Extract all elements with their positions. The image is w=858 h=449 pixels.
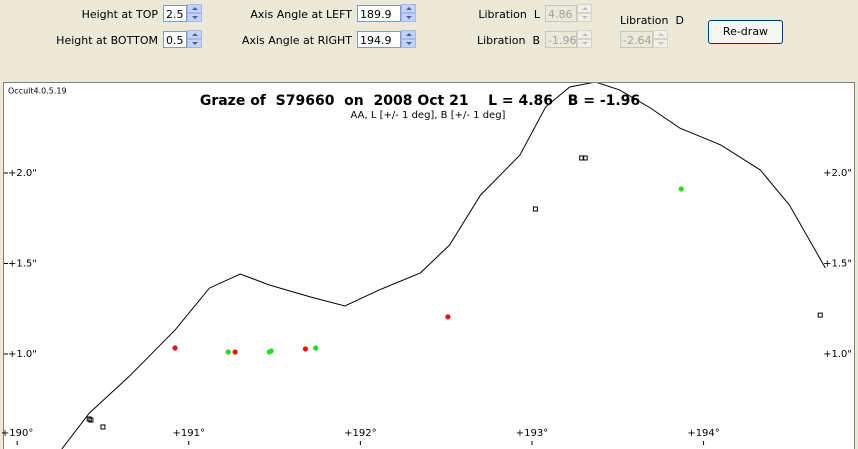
plot-subtitle: AA, L [+/- 1 deg], B [+/- 1 deg] xyxy=(351,110,506,121)
event-point xyxy=(302,346,309,352)
plot-title: Graze of S79660 on 2008 Oct 21 L = 4.86 … xyxy=(200,93,640,109)
event-point xyxy=(232,349,238,355)
y-tick-label: +2.0" xyxy=(8,168,37,179)
event-point xyxy=(88,417,94,423)
spinner xyxy=(577,30,592,49)
event-point xyxy=(582,155,588,161)
event-point xyxy=(172,345,178,351)
input[interactable]: 194.9 xyxy=(357,31,401,48)
plot: Occult4.0.5.19 Graze of S79660 on 2008 O… xyxy=(1,82,855,449)
input[interactable]: 189.9 xyxy=(357,5,401,22)
y-tick-label: +1.5" xyxy=(823,259,852,270)
label: Axis Angle at LEFT xyxy=(250,8,352,21)
event-point xyxy=(225,349,231,355)
y-tick-label: +1.0" xyxy=(823,349,852,360)
y-tick-label: +1.0" xyxy=(8,349,37,360)
x-tick-label: +192° xyxy=(344,428,376,439)
input[interactable]: 2.5 xyxy=(163,5,187,22)
label: Height at TOP xyxy=(81,8,158,21)
y-tick-label: +2.0" xyxy=(823,168,852,179)
label: Libration B xyxy=(476,34,540,47)
x-tick-label: +194° xyxy=(687,428,719,439)
event-point xyxy=(268,348,274,354)
plot-frame xyxy=(3,82,855,449)
spinner[interactable] xyxy=(187,30,202,49)
spinner xyxy=(653,30,668,49)
x-tick-label: +190° xyxy=(1,428,33,439)
x-tick-label: +193° xyxy=(516,428,548,439)
spinner[interactable] xyxy=(187,4,202,23)
label: Axis Angle at RIGHT xyxy=(241,34,352,47)
spinner xyxy=(577,4,592,23)
event-point xyxy=(579,155,585,161)
event-point xyxy=(678,186,684,192)
x-tick-label: +191° xyxy=(173,428,205,439)
input: -2.64 xyxy=(620,31,653,48)
version: Occult4.0.5.19 xyxy=(8,87,67,96)
label: Height at BOTTOM xyxy=(56,34,158,47)
label: Libration L xyxy=(478,8,540,21)
limb-profile xyxy=(61,83,826,449)
label: Libration D xyxy=(620,14,684,27)
event-point xyxy=(532,206,538,212)
y-tick-label: +1.5" xyxy=(8,259,37,270)
spinner[interactable] xyxy=(401,4,416,23)
event-point xyxy=(100,424,106,430)
event-point xyxy=(313,345,319,351)
redraw-button[interactable]: Re-draw xyxy=(708,20,783,44)
input: -1.96 xyxy=(545,31,577,48)
input[interactable]: 0.5 xyxy=(163,31,187,48)
input: 4.86 xyxy=(545,5,577,22)
event-point xyxy=(445,314,451,320)
spinner[interactable] xyxy=(401,30,416,49)
event-point xyxy=(817,312,823,318)
